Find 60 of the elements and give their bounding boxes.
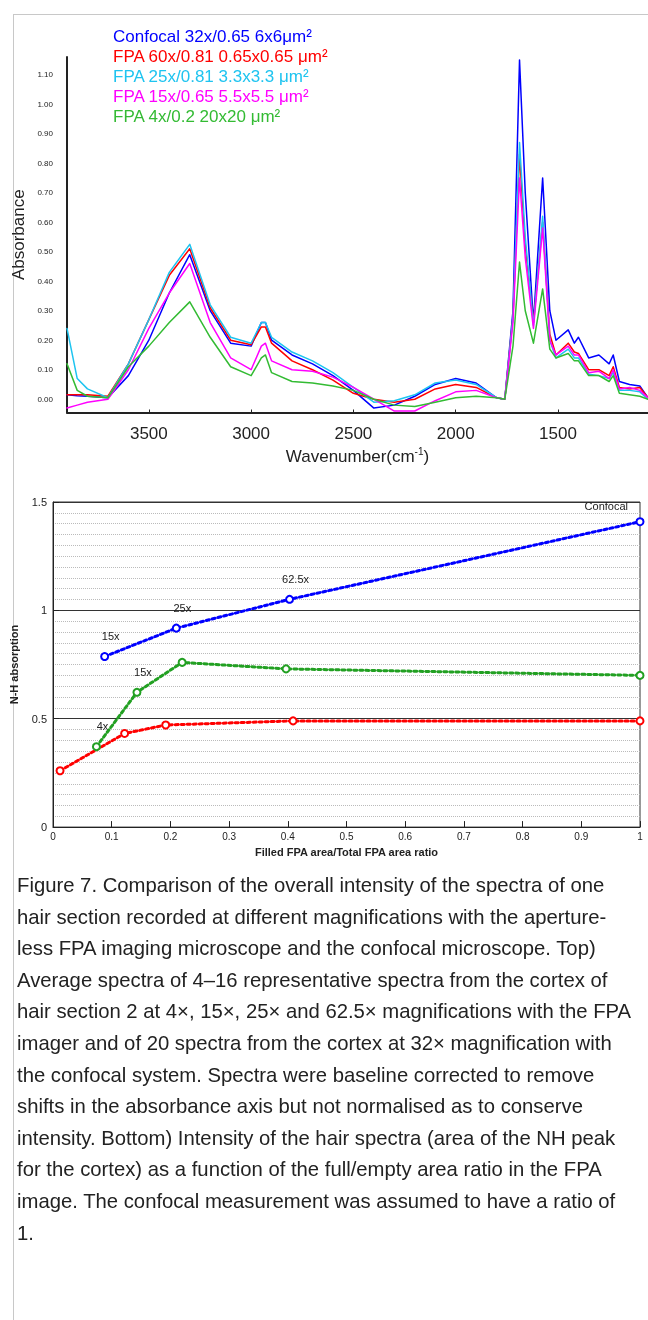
- x-tick-label: 0.1: [104, 830, 120, 842]
- text: Figure 7. Comparison of the overall intensity of the spectra of one hair section recorded at different magnifications with the aperture-less FPA imaging microscope and the confocal microscope. Top) Average spectra of 4–16 representative spectra from the cortex of hair section 2 at 4×, 15×, 25× and 62.5× magnifications with the FPA imager and of 20 spectra from the cortex at 32× magnification with the confocal system. Spectra were baseline corrected to remove shifts in the absorbance axis but not normalised as to conserve intensity. Bottom) Intensity of the hair spectra (area of the NH peak for the cortex) as a function of the full/empty area ratio in the FPA image. The confocal measurement was assumed to have a ratio of 1.: [17, 874, 630, 1244]
- point: [177, 657, 187, 667]
- text: FPA 4x/0.2 20x20 μm²: [113, 107, 281, 126]
- point: [635, 670, 645, 680]
- x-tick-label: 2500: [334, 423, 373, 443]
- y-axis-title: N-H absorption: [7, 624, 20, 705]
- text: FPA 15x/0.65 5.5x5.5 μm²: [113, 87, 309, 106]
- point: [635, 716, 645, 726]
- x-tick-label: 1: [637, 830, 644, 842]
- point: [171, 623, 181, 633]
- x-tick-label: 0.5: [339, 830, 354, 842]
- text: FPA 60x/0.81 0.65x0.65 μm²: [113, 47, 328, 66]
- y-tick-label: 0.60: [37, 217, 54, 227]
- y-tick-label: 0.80: [37, 158, 54, 168]
- annotation: 15x: [134, 665, 153, 678]
- x-tick-label: 0.2: [163, 830, 178, 842]
- y-tick-label: 0.40: [37, 276, 54, 286]
- annotation: 62.5x: [282, 572, 310, 585]
- annotation: 4x: [96, 720, 109, 733]
- x-tick-label: 0.8: [515, 830, 530, 842]
- y-tick-label: 1.10: [37, 70, 54, 80]
- annotation: Confocal: [584, 500, 628, 513]
- point: [91, 742, 101, 752]
- y-tick-label: 0.20: [37, 335, 54, 345]
- x-tick-label: 3500: [129, 423, 168, 443]
- y-tick-label: 0: [40, 821, 47, 834]
- point: [285, 594, 295, 604]
- x-axis-title: Filled FPA area/Total FPA area ratio: [254, 845, 439, 858]
- annotation: 15x: [101, 630, 121, 643]
- y-tick-label: 0.30: [37, 306, 54, 316]
- y-tick-label: 0.00: [37, 394, 54, 404]
- x-tick-label: 0.3: [222, 830, 237, 842]
- text: Confocal 32x/0.65 6x6μm²: [113, 27, 313, 46]
- x-tick-label: 2000: [436, 423, 475, 443]
- x-tick-label: 3000: [232, 423, 271, 443]
- x-tick-label: 0.6: [398, 830, 413, 842]
- x-tick-label: 1500: [539, 423, 577, 443]
- line-series: [66, 261, 648, 408]
- point: [281, 664, 291, 674]
- y-axis-title: Absorbance: [8, 189, 28, 281]
- point: [132, 687, 142, 697]
- point: [100, 652, 110, 662]
- point: [161, 720, 171, 730]
- y-tick-label: 0.50: [37, 247, 54, 257]
- y-tick-label: 0.10: [37, 365, 54, 375]
- y-tick-label: 1: [40, 604, 47, 617]
- point: [288, 716, 298, 726]
- y-tick-label: 0.90: [37, 129, 54, 139]
- y-tick-label: 1.00: [37, 99, 54, 109]
- x-tick-label: 0.9: [574, 830, 589, 842]
- x-tick-label: 0.4: [280, 830, 296, 842]
- point: [635, 517, 645, 527]
- x-tick-label: 0.7: [456, 830, 472, 842]
- point: [120, 728, 130, 738]
- text: FPA 25x/0.81 3.3x3.3 μm²: [113, 67, 309, 86]
- y-tick-label: 0.70: [37, 188, 54, 198]
- y-tick-label: 0.5: [31, 712, 47, 725]
- point: [55, 766, 65, 776]
- y-tick-label: 1.5: [31, 496, 47, 508]
